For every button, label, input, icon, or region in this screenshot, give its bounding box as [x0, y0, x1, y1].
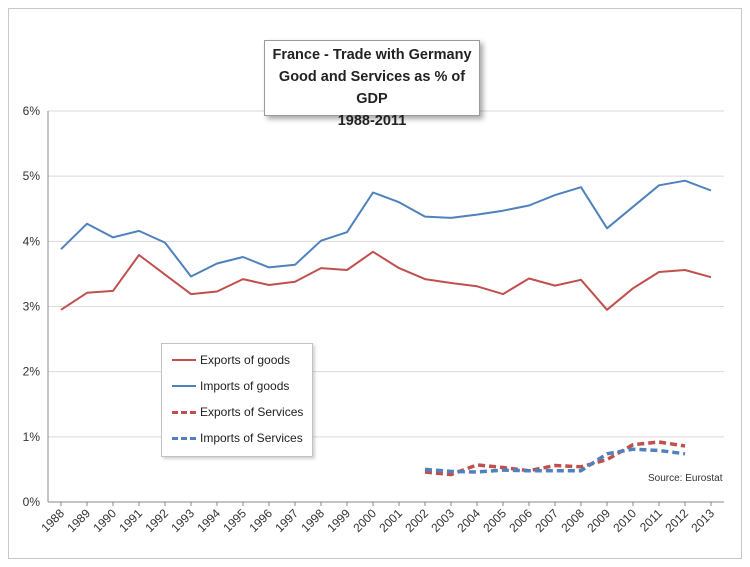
x-tick-label: 2012	[662, 506, 691, 535]
y-tick-label: 0%	[23, 495, 41, 509]
x-tick-label: 2001	[376, 506, 405, 535]
y-tick-label: 4%	[23, 234, 41, 248]
x-tick-label: 1995	[220, 506, 249, 535]
x-tick-label: 1996	[246, 506, 275, 535]
y-tick-label: 3%	[23, 300, 41, 314]
legend-swatch	[172, 436, 196, 440]
y-tick-label: 2%	[23, 365, 41, 379]
legend-item-exports-of-services: Exports of Services	[172, 404, 303, 420]
axes: 0%1%2%3%4%5%6%19881989199019911992199319…	[23, 104, 724, 535]
y-tick-label: 5%	[23, 169, 41, 183]
x-tick-label: 2000	[350, 506, 379, 535]
legend-item-imports-of-services: Imports of Services	[172, 430, 303, 446]
x-tick-label: 1994	[194, 506, 223, 535]
x-tick-label: 2004	[454, 506, 483, 535]
legend-label: Exports of Services	[200, 405, 304, 419]
legend-swatch	[172, 410, 196, 414]
series-line-exports-of-services	[424, 440, 686, 477]
x-tick-label: 1989	[64, 506, 93, 535]
series-line-exports-of-goods	[60, 250, 712, 311]
x-tick-label: 2003	[428, 506, 457, 535]
title-line-3: 1988-2011	[337, 113, 407, 129]
x-tick-label: 2005	[480, 506, 509, 535]
x-tick-label: 1990	[90, 506, 119, 535]
x-tick-label: 1993	[168, 506, 197, 535]
x-tick-label: 2002	[402, 506, 431, 535]
x-tick-label: 1999	[324, 506, 353, 535]
legend: Exports of goods Imports of goods Export…	[161, 343, 313, 457]
legend-label: Exports of goods	[200, 353, 291, 367]
legend-item-exports-of-goods: Exports of goods	[172, 352, 290, 368]
legend-label: Imports of goods	[200, 379, 290, 393]
x-tick-label: 2006	[506, 506, 535, 535]
legend-swatch	[172, 385, 196, 387]
x-tick-label: 2013	[688, 506, 717, 535]
y-tick-label: 6%	[23, 104, 41, 118]
x-tick-label: 1988	[38, 506, 67, 535]
source-annotation: Source: Eurostat	[648, 473, 723, 484]
x-tick-label: 2011	[637, 506, 665, 534]
x-tick-label: 2010	[610, 506, 639, 535]
chart-title: France - Trade with Germany Good and Ser…	[264, 40, 480, 129]
title-line-1: France - Trade with Germany	[272, 47, 472, 63]
x-tick-label: 1992	[142, 506, 171, 535]
x-tick-label: 1991	[116, 506, 145, 535]
series-line-imports-of-goods	[60, 179, 712, 278]
x-tick-label: 1997	[272, 506, 301, 535]
series-line-imports-of-services	[424, 447, 686, 474]
legend-label: Imports of Services	[200, 431, 303, 445]
x-tick-label: 1998	[298, 506, 327, 535]
series-lines	[60, 179, 712, 477]
x-tick-label: 2007	[532, 506, 561, 535]
legend-swatch	[172, 359, 196, 361]
x-tick-label: 2008	[558, 506, 587, 535]
y-tick-label: 1%	[23, 430, 41, 444]
title-line-2: Good and Services as % of GDP	[278, 69, 466, 107]
x-tick-label: 2009	[584, 506, 613, 535]
gridlines	[48, 110, 724, 438]
legend-item-imports-of-goods: Imports of goods	[172, 378, 289, 394]
